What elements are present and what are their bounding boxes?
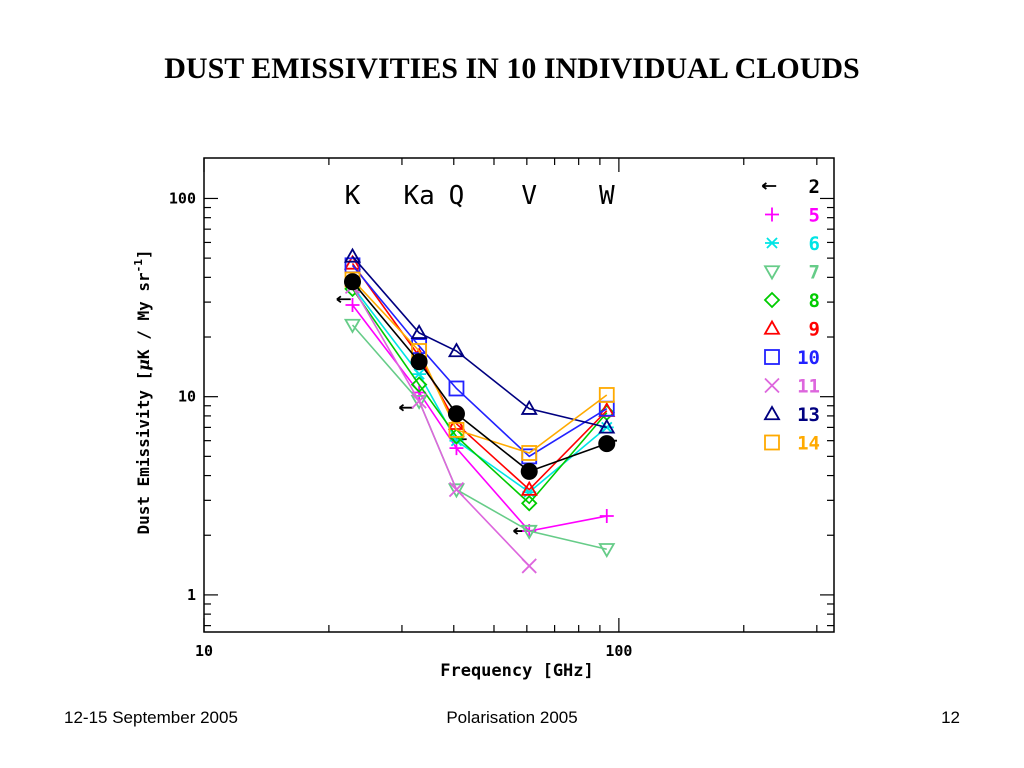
y-axis-label: Dust Emissivity [μK / My sr-1]	[132, 249, 153, 534]
data-point	[521, 445, 538, 461]
series-mean	[343, 273, 616, 480]
data-point	[598, 435, 616, 453]
series-layer	[336, 247, 617, 574]
data-point	[763, 405, 781, 421]
legend-label: 8	[809, 290, 820, 312]
data-point	[520, 524, 538, 540]
data-point	[343, 318, 362, 334]
data-point	[448, 428, 465, 445]
data-point	[448, 380, 465, 397]
legend-label: 7	[809, 262, 820, 284]
footer-date: 12-15 September 2005	[64, 708, 238, 727]
data-point	[410, 324, 428, 339]
data-point	[520, 494, 538, 512]
data-point	[598, 387, 615, 403]
data-point	[343, 247, 362, 263]
series-line	[351, 255, 607, 429]
band-label: K	[345, 181, 361, 211]
y-axis-label-mu: μ	[134, 359, 153, 371]
legend-label: 5	[809, 205, 820, 227]
data-point	[765, 237, 779, 249]
data-point	[763, 291, 781, 309]
data-point	[345, 298, 360, 313]
data-point	[411, 393, 427, 409]
slide-title: DUST EMISSIVITIES IN 10 INDIVIDUAL CLOUD…	[164, 52, 860, 85]
data-point	[764, 349, 780, 365]
band-label: Q	[449, 181, 465, 211]
data-point	[520, 480, 538, 496]
y-axis-label-part: K / My sr	[134, 272, 153, 359]
band-label: V	[521, 181, 537, 211]
plot-border	[203, 157, 835, 633]
data-point	[398, 403, 414, 412]
plot-frame	[203, 157, 835, 633]
data-point	[599, 509, 614, 524]
legend: 2 5 6 7 8 9 10 11 13 14	[761, 176, 820, 455]
data-point	[765, 207, 779, 222]
axes-layer: 10 100 1 10 100	[169, 158, 834, 660]
data-point	[410, 394, 428, 410]
legend-label: 10	[797, 347, 820, 369]
data-point	[343, 273, 361, 291]
data-point	[447, 483, 466, 499]
data-point	[447, 405, 465, 423]
y-tick-label: 100	[169, 189, 196, 207]
data-point	[412, 368, 427, 380]
series-line	[351, 262, 608, 491]
data-point	[343, 254, 362, 270]
data-point	[448, 421, 465, 438]
footer-event: Polarisation 2005	[446, 708, 578, 727]
data-point	[761, 182, 777, 190]
data-point	[410, 376, 428, 393]
data-point	[763, 319, 781, 335]
data-point	[336, 295, 351, 304]
band-labels: K Ka Q V W	[345, 181, 615, 211]
series-9	[343, 254, 616, 496]
y-tick-label: 10	[178, 388, 196, 406]
data-point	[598, 543, 616, 559]
data-point	[521, 558, 537, 574]
data-point	[764, 377, 780, 394]
band-label: W	[599, 181, 615, 211]
series-6	[345, 280, 614, 498]
data-point	[764, 434, 780, 451]
legend-label: 11	[797, 376, 820, 398]
legend-label: 13	[797, 404, 820, 426]
x-tick-label: 100	[605, 642, 632, 660]
y-axis-label-exponent: -1	[132, 259, 145, 273]
data-point	[520, 399, 538, 415]
legend-label: 14	[797, 433, 820, 455]
x-axis-label: Frequency [GHz]	[440, 661, 594, 681]
legend-label: 6	[809, 233, 820, 255]
data-point	[410, 353, 428, 371]
series-13	[343, 247, 616, 434]
y-tick-label: 1	[187, 586, 196, 604]
series-line	[351, 264, 608, 458]
y-axis-label-part: ]	[134, 249, 153, 259]
band-label: Ka	[403, 181, 434, 211]
series-line	[351, 286, 530, 567]
data-point	[763, 265, 781, 281]
footer-page-number: 12	[941, 708, 960, 727]
y-axis-label-part: Dust Emissivity [	[134, 371, 153, 535]
series-line	[351, 281, 608, 473]
data-point	[448, 481, 465, 498]
data-point	[598, 418, 616, 434]
legend-label: 2	[809, 176, 820, 198]
data-point	[520, 462, 538, 480]
series-line	[351, 278, 608, 454]
data-point	[447, 342, 466, 358]
x-tick-label: 10	[195, 642, 213, 660]
legend-label: 9	[809, 319, 820, 341]
